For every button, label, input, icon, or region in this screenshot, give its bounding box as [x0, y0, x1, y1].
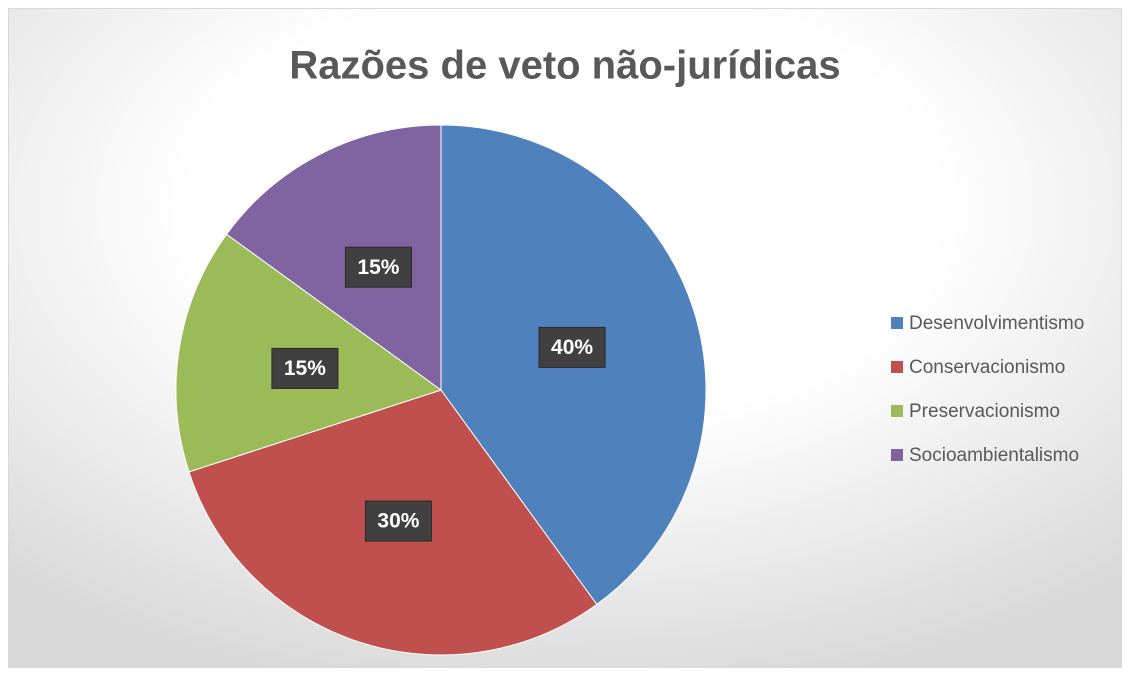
legend-swatch	[891, 405, 903, 417]
data-label-box	[538, 326, 606, 368]
data-label: 40%	[551, 336, 593, 359]
pie-slice	[225, 124, 442, 391]
chart-title: Razões de veto não-jurídicas	[289, 44, 840, 88]
legend-label: Desenvolvimentismo	[909, 313, 1084, 334]
legend-swatch	[891, 361, 903, 373]
legend-swatch	[891, 317, 903, 329]
data-label-box	[271, 347, 339, 389]
data-label-box	[364, 500, 432, 542]
data-label: 30%	[377, 510, 419, 533]
legend-swatch	[891, 449, 903, 461]
legend-label: Conservacionismo	[909, 357, 1065, 378]
legend-label: Socioambientalismo	[909, 445, 1079, 466]
legend-label: Preservacionismo	[909, 401, 1060, 422]
data-label: 15%	[284, 357, 326, 380]
data-label-box	[344, 246, 412, 288]
data-label: 15%	[357, 256, 399, 279]
